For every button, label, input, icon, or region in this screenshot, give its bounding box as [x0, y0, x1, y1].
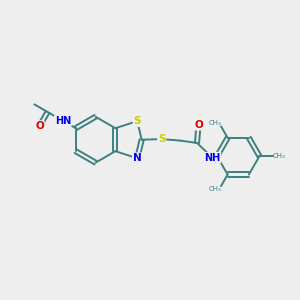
Text: CH₃: CH₃ — [208, 120, 221, 126]
Text: HN: HN — [55, 116, 71, 126]
Text: O: O — [194, 120, 203, 130]
Text: S: S — [158, 134, 165, 144]
Text: S: S — [134, 116, 141, 126]
Text: CH₃: CH₃ — [208, 186, 221, 192]
Text: O: O — [35, 121, 44, 131]
Text: CH₃: CH₃ — [273, 153, 286, 159]
Text: NH: NH — [204, 153, 220, 163]
Text: N: N — [133, 153, 142, 163]
